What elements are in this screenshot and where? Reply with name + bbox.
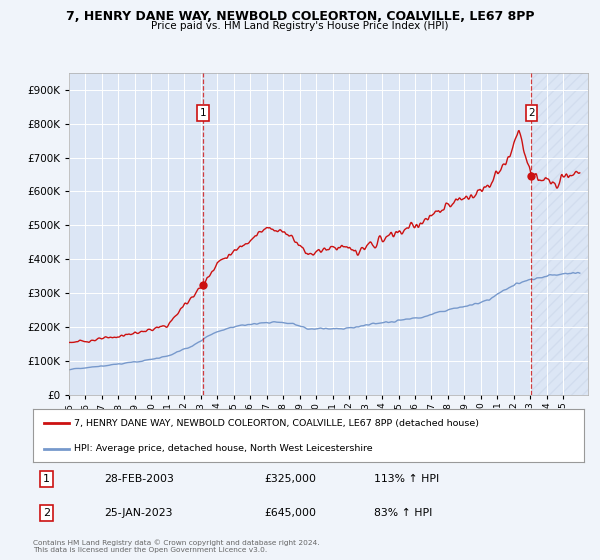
Text: 2: 2 [528, 108, 535, 118]
Text: 7, HENRY DANE WAY, NEWBOLD COLEORTON, COALVILLE, LE67 8PP (detached house): 7, HENRY DANE WAY, NEWBOLD COLEORTON, CO… [74, 419, 479, 428]
Text: 25-JAN-2023: 25-JAN-2023 [104, 508, 173, 518]
Text: 83% ↑ HPI: 83% ↑ HPI [374, 508, 433, 518]
Text: Contains HM Land Registry data © Crown copyright and database right 2024.
This d: Contains HM Land Registry data © Crown c… [33, 540, 320, 553]
Bar [532, 73, 588, 395]
Text: £645,000: £645,000 [265, 508, 316, 518]
Text: Price paid vs. HM Land Registry's House Price Index (HPI): Price paid vs. HM Land Registry's House … [151, 21, 449, 31]
Text: HPI: Average price, detached house, North West Leicestershire: HPI: Average price, detached house, Nort… [74, 444, 373, 453]
Text: 28-FEB-2003: 28-FEB-2003 [104, 474, 175, 484]
Text: 2: 2 [43, 508, 50, 518]
Text: 7, HENRY DANE WAY, NEWBOLD COLEORTON, COALVILLE, LE67 8PP: 7, HENRY DANE WAY, NEWBOLD COLEORTON, CO… [66, 10, 534, 22]
Text: 113% ↑ HPI: 113% ↑ HPI [374, 474, 440, 484]
Text: 1: 1 [200, 108, 206, 118]
Text: 1: 1 [43, 474, 50, 484]
Text: £325,000: £325,000 [265, 474, 316, 484]
